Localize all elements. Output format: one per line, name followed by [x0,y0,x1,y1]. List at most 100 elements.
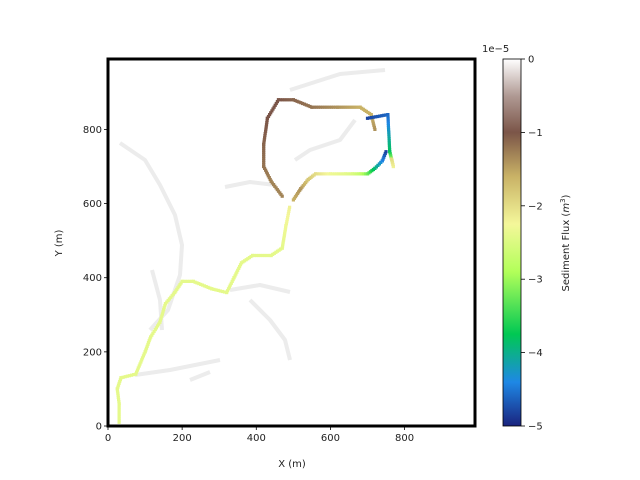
channel-cell-series-0 [281,240,285,244]
colorbar-tick-label: −5 [528,422,543,433]
channel-cell-series-2 [291,98,295,102]
channel-cell-series-2 [302,102,307,106]
channel-cell-series-2 [262,144,266,148]
x-tick-label: 600 [321,433,340,444]
channel-cell-series-0 [127,374,131,378]
channel-cell-series-0 [117,416,121,420]
channel-cell-series-0 [257,253,261,258]
channel-cell-series-0 [267,253,271,258]
y-tick-label: 400 [83,273,102,284]
channel-cell-series-0 [135,368,140,372]
channel-cell-series-0 [284,222,288,226]
channel-cell-series-2 [299,101,303,105]
channel-cell-series-3 [380,114,384,118]
channel-cell-series-0 [255,253,259,258]
channel-cell-series-0 [134,372,138,376]
channel-cell-series-2 [272,105,276,109]
channel-cell-series-2 [271,107,275,111]
channel-cell-series-2 [276,189,281,193]
channel-cell-series-0 [147,339,151,343]
channel-cell-series-0 [200,283,205,287]
channel-flux-cells [115,98,395,424]
channel-cell-series-0 [119,376,123,380]
colorbar-tick-label: 0 [528,55,534,66]
channel-cell-series-0 [231,278,235,282]
channel-cell-series-2 [369,113,373,117]
channel-cell-series-0 [158,320,162,324]
channel-cell-series-3 [386,115,390,119]
channel-cell-series-0 [160,312,164,316]
channel-cell-series-2 [371,119,375,123]
channel-cell-series-3 [390,157,394,161]
channel-cell-series-0 [123,375,127,379]
channel-cell-series-2 [287,98,291,102]
channel-cell-series-2 [306,104,310,108]
channel-cell-series-0 [142,352,146,356]
colorbar-label: Sediment Flux (m3) [559,194,572,291]
channel-cell-series-0 [117,408,121,412]
channel-cell-series-2 [301,101,305,106]
channel-cell-series-0 [246,257,250,261]
channel-cell-series-1 [356,172,360,176]
channel-cell-series-0 [145,344,149,348]
channel-cell-series-0 [116,385,120,389]
channel-cell-series-0 [286,213,290,218]
channel-cell-series-1 [354,172,358,176]
colorbar-tick-label: −2 [528,201,543,212]
channel-cell-series-2 [262,146,266,150]
channel-cell-series-0 [184,279,188,283]
channel-cell-series-1 [382,153,387,157]
channel-cell-series-2 [262,150,266,154]
channel-cell-series-2 [372,123,376,127]
channel-cell-series-2 [268,113,272,117]
channel-cell-series-1 [362,172,366,176]
channel-cell-series-1 [347,172,351,176]
channel-cell-series-1 [364,172,368,176]
channel-cell-series-1 [343,172,347,176]
channel-cell-series-0 [261,253,265,258]
channel-cell-series-2 [356,105,360,109]
channel-cell-series-2 [293,98,297,103]
channel-cell-series-0 [232,276,236,280]
channel-cell-series-2 [263,136,267,140]
channel-cell-series-0 [233,274,237,278]
channel-cell-series-2 [279,98,283,102]
channel-cell-series-2 [265,172,269,176]
channel-cell-series-0 [265,253,269,258]
channel-cell-series-2 [272,183,276,187]
channel-cell-series-2 [310,105,314,109]
channel-cell-series-3 [376,114,380,119]
channel-cell-series-2 [264,127,268,131]
channel-cell-series-0 [140,358,144,362]
channel-cell-series-2 [340,105,344,109]
channel-cell-series-0 [259,253,263,258]
channel-cell-series-2 [262,160,266,165]
channel-cell-series-2 [264,129,268,133]
channel-cell-series-2 [354,105,358,109]
channel-cell-series-0 [285,218,289,222]
channel-cell-series-0 [152,329,156,334]
channel-cell-series-1 [382,155,386,159]
channel-cell-series-0 [117,406,121,410]
channel-cell-series-0 [161,310,165,314]
channel-cell-series-1 [293,195,298,199]
channel-cell-series-0 [141,354,145,358]
channel-cell-series-0 [281,244,285,248]
channel-cell-series-2 [352,105,356,109]
channel-cell-series-0 [230,279,234,283]
channel-cell-series-0 [117,412,121,416]
channel-cell-series-0 [140,356,145,360]
channel-cell-series-0 [117,420,121,424]
channel-cell-series-3 [387,137,391,141]
channel-cell-series-0 [116,391,120,395]
x-tick-label: 800 [395,433,414,444]
channel-cell-series-0 [283,228,287,232]
channel-cell-series-3 [388,152,392,156]
channel-cell-series-1 [349,172,353,176]
channel-cell-series-0 [163,304,167,308]
channel-cell-series-0 [117,414,121,418]
channel-cell-series-0 [286,211,290,216]
colorbar [502,58,522,427]
channel-cell-series-0 [287,207,291,211]
